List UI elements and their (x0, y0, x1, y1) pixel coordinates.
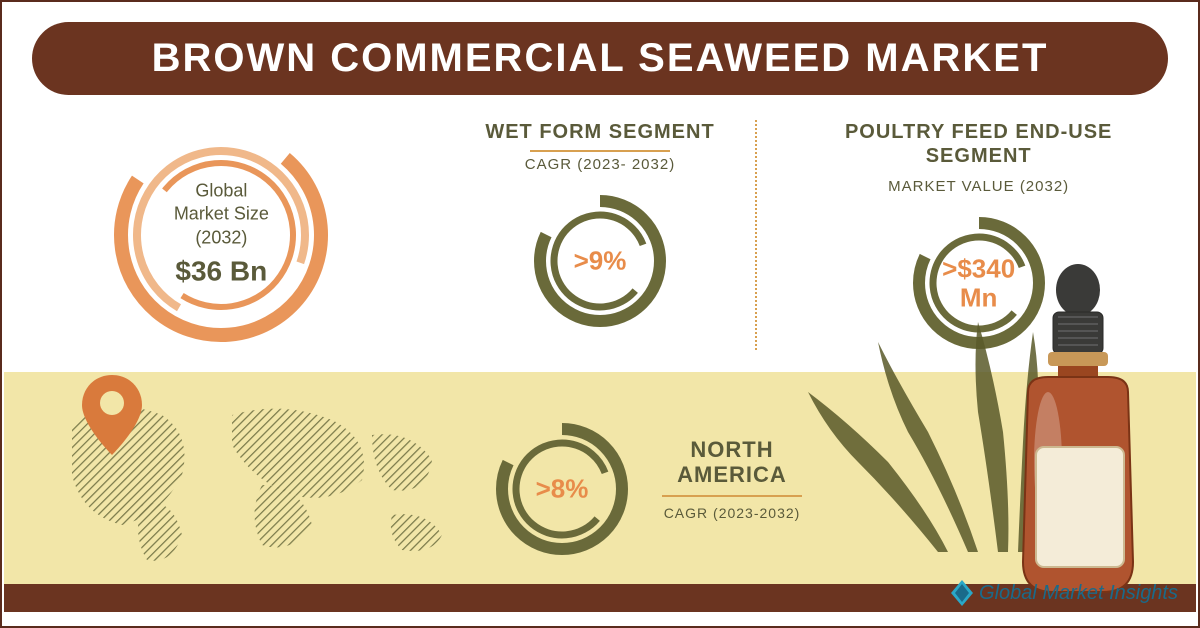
wet-form-title: WET FORM SEGMENT (485, 120, 714, 144)
wet-form-value: >9% (574, 247, 627, 276)
wet-form-subtitle: CAGR (2023- 2032) (525, 156, 675, 173)
global-market-label: Global Market Size (2032) $36 Bn (174, 180, 269, 291)
world-map (32, 385, 462, 575)
title-underline (530, 150, 670, 152)
title-underline (662, 495, 802, 497)
global-market-value: $36 Bn (174, 254, 269, 290)
poultry-subtitle: MARKET VALUE (2032) (888, 178, 1069, 195)
label-line: Market Size (174, 203, 269, 226)
north-america-label: NORTH AMERICA CAGR (2023-2032) (662, 438, 802, 520)
label-line: Global (174, 180, 269, 203)
title-banner: BROWN COMMERCIAL SEAWEED MARKET (32, 22, 1168, 95)
wet-form-ring: >9% (530, 191, 670, 331)
label-line: (2032) (174, 227, 269, 250)
brand-logo: Global Market Insights (951, 580, 1178, 606)
na-subtitle: CAGR (2023-2032) (662, 505, 802, 521)
north-america-block: >8% NORTH AMERICA CAGR (2023-2032) (492, 401, 802, 559)
poultry-title: POULTRY FEED END-USE SEGMENT (789, 120, 1168, 168)
na-title-line: NORTH (662, 438, 802, 462)
north-america-ring: >8% (492, 419, 632, 559)
global-market-column: Global Market Size (2032) $36 Bn (32, 120, 411, 350)
logo-diamond-icon (951, 580, 973, 606)
map-pin-icon (82, 375, 142, 455)
global-market-ring: Global Market Size (2032) $36 Bn (111, 125, 331, 345)
na-title-line: AMERICA (662, 463, 802, 487)
logo-text: Global Market Insights (979, 582, 1178, 605)
north-america-value: >8% (536, 474, 589, 503)
wet-form-column: WET FORM SEGMENT CAGR (2023- 2032) >9% (411, 120, 790, 350)
dropper-bottle-icon (958, 262, 1158, 602)
